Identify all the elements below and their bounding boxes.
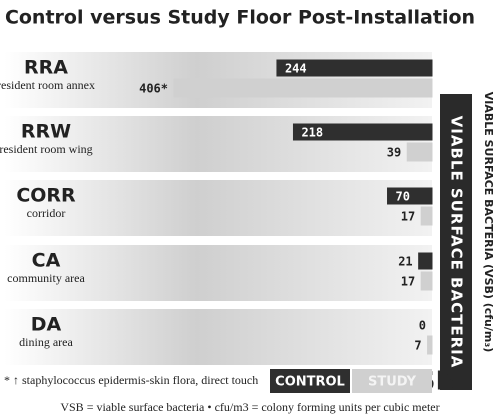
value-label: 244 — [285, 62, 307, 76]
category-label: RRW — [21, 121, 71, 143]
bar — [276, 59, 433, 77]
axis-label: VIABLE SURFACE BACTERIA (VSB) (cfu/m₃) — [482, 92, 495, 352]
legend-swatch — [352, 369, 432, 393]
category-description: dining area — [19, 335, 73, 349]
category-label: CORR — [16, 185, 76, 207]
category-label: RRA — [24, 57, 68, 79]
bar — [420, 271, 433, 291]
panel — [4, 309, 432, 365]
panel — [4, 180, 432, 236]
bar — [173, 78, 433, 98]
bar — [418, 252, 433, 270]
legend-label: CONTROL — [275, 375, 345, 390]
bar — [420, 206, 433, 226]
legend-swatch — [270, 369, 350, 393]
axis-box-label: VIABLE SURFACE BACTERIA — [448, 116, 466, 369]
value-label: 7 — [414, 339, 421, 353]
value-label: 39 — [387, 146, 401, 160]
bar — [387, 187, 433, 205]
bar — [427, 335, 433, 355]
value-label: 218 — [301, 126, 323, 140]
value-label: 21 — [398, 255, 412, 269]
panel — [4, 245, 432, 301]
legend-label: STUDY — [368, 375, 417, 390]
footnote: * ↑ staphylococcus epidermis-skin flora,… — [4, 373, 258, 387]
bar — [292, 123, 433, 141]
category-description: resident room annex — [0, 78, 95, 92]
value-label: 17 — [401, 210, 415, 224]
category-label: DA — [31, 314, 62, 336]
value-label: 406* — [139, 82, 168, 96]
note: VSB = viable surface bacteria • cfu/m3 =… — [60, 400, 439, 414]
value-label: 17 — [401, 275, 415, 289]
axis-box — [440, 94, 472, 390]
category-description: resident room wing — [0, 142, 93, 156]
category-description: community area — [7, 271, 85, 285]
category-label: CA — [32, 250, 61, 272]
value-label: 0 — [419, 319, 426, 333]
value-label: 70 — [396, 190, 410, 204]
bar — [406, 142, 433, 162]
chart-title: Control versus Study Floor Post-Installa… — [5, 7, 475, 29]
category-description: corridor — [27, 206, 66, 220]
